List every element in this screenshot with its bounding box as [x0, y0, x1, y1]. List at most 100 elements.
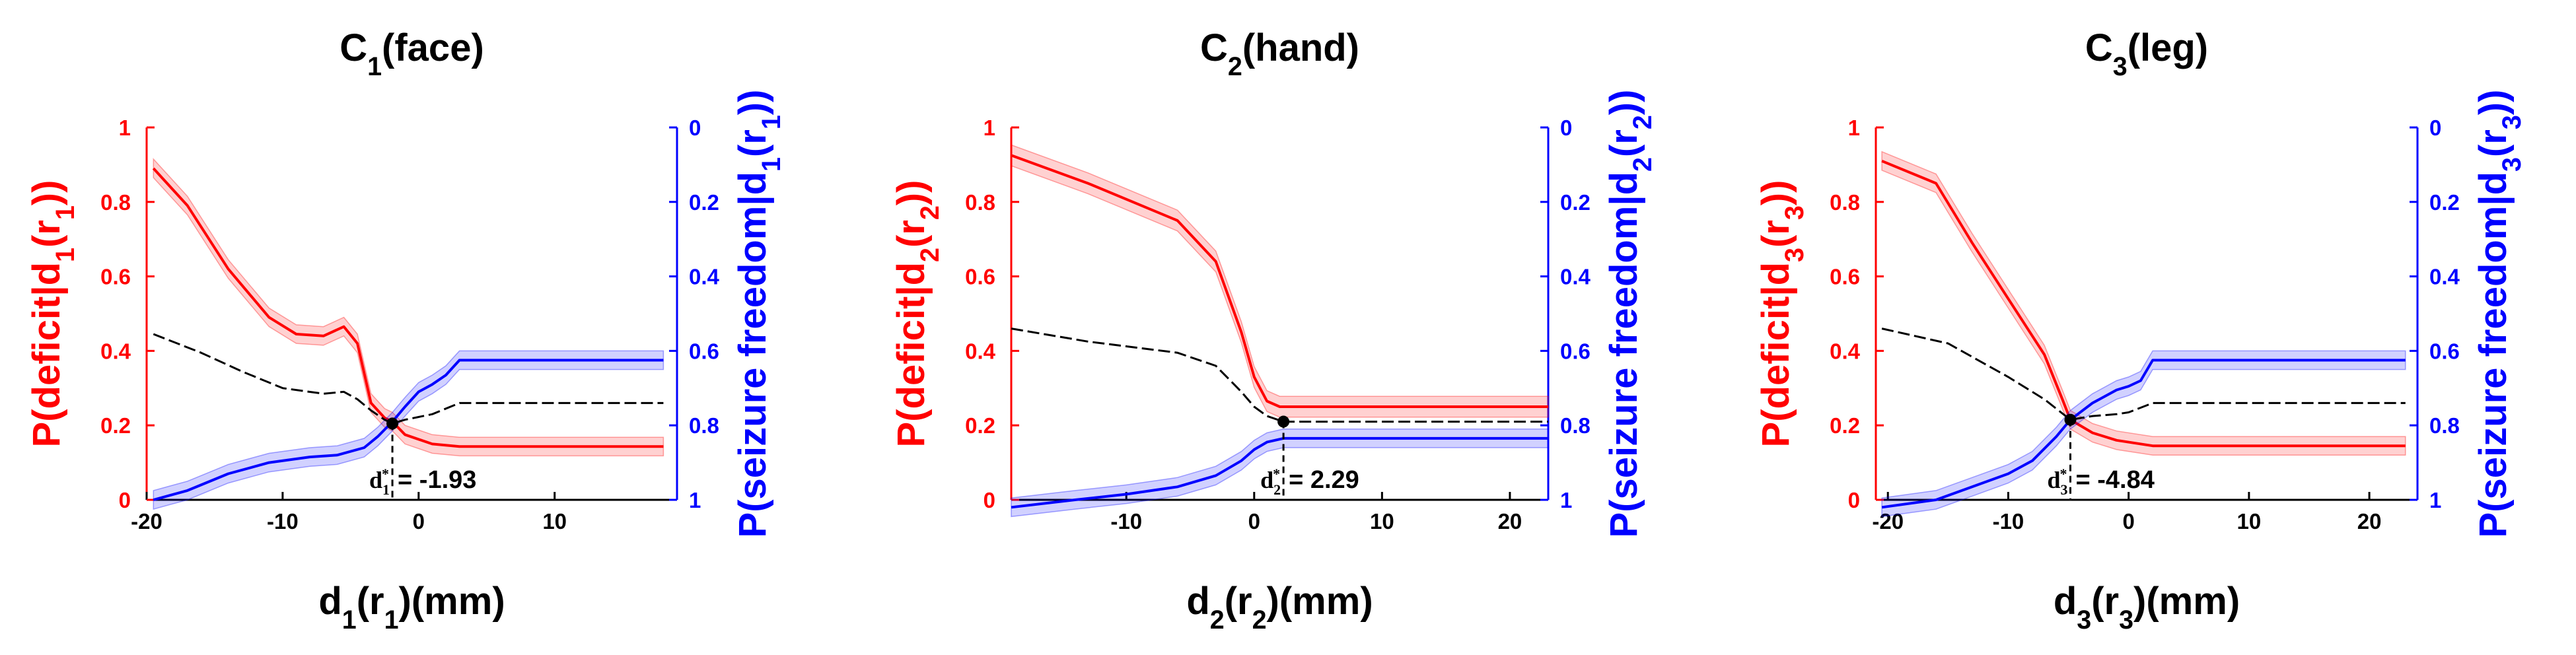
right-y-axis-label-part: P(seizure freedom|d: [1602, 172, 1645, 537]
left-y-axis-label-part: (r: [25, 220, 68, 248]
right-y-tick-label: 0.6: [2429, 339, 2460, 363]
left-y-axis-label: P(deficit|d3(r3)): [1754, 180, 1809, 448]
optimum-label-part: *: [382, 465, 389, 482]
right-y-axis-label-part: P(seizure freedom|d: [731, 172, 774, 537]
right-y-axis-label-part: 1: [757, 157, 786, 172]
left-y-axis-label-part: )): [25, 180, 68, 206]
combined-line: [1881, 328, 2406, 421]
left-y-axis-label-part: )): [890, 180, 933, 206]
x-axis-label-part: 3: [2077, 605, 2091, 635]
deficit-confidence-band: [153, 157, 664, 457]
optimum-point: [2064, 413, 2077, 426]
panel-title: C2(hand): [1200, 26, 1359, 81]
right-y-tick-label: 0.8: [2429, 413, 2460, 438]
deficit-line: [152, 167, 664, 448]
left-y-axis-label-part: 1: [51, 248, 80, 262]
x-axis-label: d2(r2)(mm): [1186, 580, 1373, 635]
left-y-tick-label: 0.4: [965, 339, 996, 363]
left-y-tick-label: 0: [1848, 488, 1860, 512]
x-axis-label-part: 2: [1252, 605, 1267, 635]
right-y-axis-label: P(seizure freedom|d1(r1)): [731, 90, 786, 538]
panel-title-part: C: [1200, 26, 1228, 69]
right-y-axis-label-part: (r: [731, 129, 774, 157]
seizure-freedom-confidence-band: [1011, 429, 1549, 518]
left-y-tick-label: 0.4: [1830, 339, 1861, 363]
panel-title-part: C: [2085, 26, 2113, 69]
left-y-axis-label-part: (r: [1754, 220, 1797, 248]
x-axis-label-part: 1: [342, 605, 357, 635]
x-axis-label-part: 2: [1210, 605, 1225, 635]
left-y-tick-label: 0.8: [100, 190, 131, 215]
optimum-label-part: 3: [2060, 481, 2067, 498]
seizure-freedom-confidence-band: [1881, 350, 2406, 518]
right-y-axis-label-part: )): [731, 90, 774, 116]
x-axis-label-part: d: [2054, 580, 2077, 623]
left-y-tick-label: 0: [119, 488, 131, 512]
x-tick-label: -10: [1993, 509, 2024, 534]
right-y-tick-label: 0: [689, 116, 701, 140]
deficit-line: [1011, 154, 1548, 408]
optimum-label-part: d: [369, 467, 382, 493]
left-y-tick-label: 0: [984, 488, 995, 512]
left-y-axis-label-part: 2: [915, 248, 945, 262]
left-y-tick-label: 0.8: [965, 190, 995, 215]
left-y-tick-label: 1: [1848, 116, 1860, 140]
deficit-line: [1881, 159, 2406, 448]
optimum-label-part: d: [2047, 467, 2060, 493]
right-y-tick-label: 1: [2429, 488, 2441, 512]
x-axis-label-part: )(mm): [2133, 580, 2240, 623]
right-y-tick-label: 0.4: [689, 265, 720, 289]
right-y-tick-label: 0.2: [689, 190, 719, 215]
right-y-axis-label: P(seizure freedom|d3(r3)): [2472, 90, 2526, 538]
x-tick-label: -10: [267, 509, 299, 534]
right-y-tick-label: 1: [689, 488, 701, 512]
x-tick-label: 0: [413, 509, 425, 534]
panel-title: C1(face): [340, 26, 484, 81]
right-y-axis-label-part: 3: [2497, 115, 2526, 129]
left-y-tick-label: 1: [984, 116, 995, 140]
left-y-tick-label: 0.2: [1830, 413, 1860, 438]
x-tick-label: 0: [1248, 509, 1260, 534]
x-tick-label: 10: [1370, 509, 1394, 534]
left-y-tick-label: 0.4: [100, 339, 131, 363]
left-y-tick-label: 0.6: [1830, 265, 1860, 289]
optimum-label-part: 2: [1273, 481, 1281, 498]
left-y-tick-label: 0.2: [965, 413, 995, 438]
combined-line: [153, 333, 664, 425]
left-y-axis-label-part: P(deficit|d: [890, 262, 933, 447]
right-y-axis-label: P(seizure freedom|d2(r2)): [1602, 90, 1657, 538]
x-axis-label: d1(r1)(mm): [318, 580, 505, 635]
x-axis-label-part: 3: [2119, 605, 2133, 635]
right-y-tick-label: 1: [1560, 488, 1572, 512]
right-y-axis-label-part: )): [2472, 90, 2515, 116]
panel-title-part: (leg): [2128, 26, 2208, 69]
seizure-freedom-line: [153, 359, 664, 501]
left-y-tick-label: 0.2: [100, 413, 131, 438]
deficit-confidence-band: [1011, 144, 1549, 418]
right-y-axis-label-part: P(seizure freedom|d: [2472, 172, 2515, 537]
left-y-tick-label: 1: [119, 116, 131, 140]
panel-title: C3(leg): [2085, 26, 2208, 81]
seizure-freedom-line: [1011, 436, 1548, 509]
panel-title-part: C: [340, 26, 367, 69]
right-y-axis-label-part: (r: [2472, 129, 2515, 157]
right-y-tick-label: 0: [1560, 116, 1572, 140]
x-axis-label-part: (r: [357, 580, 384, 623]
optimum-label: d1*: [369, 465, 390, 498]
left-y-axis-label-part: (r: [890, 220, 933, 248]
right-y-tick-label: 0.4: [1560, 265, 1591, 289]
right-y-tick-label: 0.8: [1560, 413, 1591, 438]
x-tick-label: 10: [2237, 509, 2262, 534]
left-y-axis-label-part: 3: [1780, 205, 1809, 220]
left-y-tick-label: 0.8: [1830, 190, 1860, 215]
x-axis-label-part: )(mm): [1267, 580, 1373, 623]
optimum-point: [1277, 415, 1290, 428]
optimum-label-part: *: [1273, 465, 1280, 482]
left-y-axis-label-part: )): [1754, 180, 1797, 206]
left-y-axis-label-part: P(deficit|d: [1754, 262, 1797, 447]
right-y-tick-label: 0.8: [689, 413, 719, 438]
right-y-axis-label-part: (r: [1602, 129, 1645, 157]
combined-line: [1011, 328, 1548, 423]
